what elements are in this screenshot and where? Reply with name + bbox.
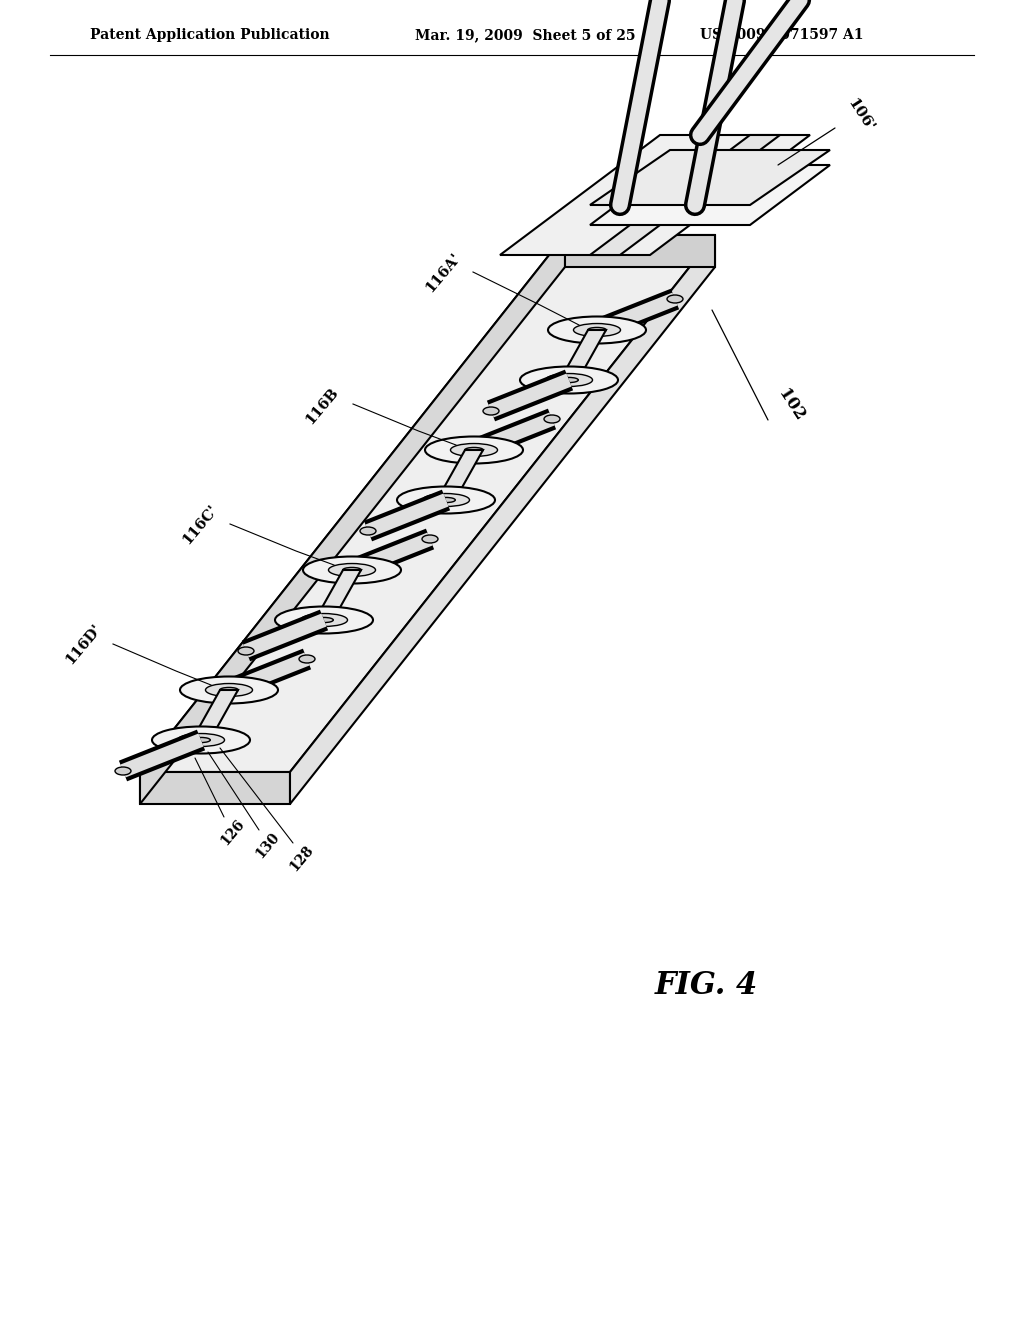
Ellipse shape (180, 676, 278, 704)
Text: 116A': 116A' (423, 249, 463, 294)
Ellipse shape (329, 564, 376, 577)
Ellipse shape (343, 568, 361, 573)
Ellipse shape (314, 618, 333, 623)
Ellipse shape (300, 614, 347, 627)
Polygon shape (437, 450, 483, 500)
Ellipse shape (115, 767, 131, 775)
Ellipse shape (425, 437, 523, 463)
Text: 126: 126 (218, 816, 248, 847)
Polygon shape (500, 135, 810, 255)
Text: 116D': 116D' (62, 620, 104, 667)
Polygon shape (290, 235, 715, 804)
Text: Mar. 19, 2009  Sheet 5 of 25: Mar. 19, 2009 Sheet 5 of 25 (415, 28, 636, 42)
Ellipse shape (465, 447, 483, 453)
Ellipse shape (422, 535, 438, 543)
Text: 106': 106' (845, 96, 877, 135)
Polygon shape (140, 772, 290, 804)
Ellipse shape (238, 647, 254, 655)
Ellipse shape (546, 374, 593, 387)
Ellipse shape (436, 498, 456, 503)
Text: 102: 102 (775, 385, 808, 424)
Polygon shape (140, 235, 565, 804)
Text: US 2009/0071597 A1: US 2009/0071597 A1 (700, 28, 863, 42)
Ellipse shape (206, 684, 253, 697)
Ellipse shape (588, 327, 606, 333)
Ellipse shape (667, 294, 683, 304)
Ellipse shape (303, 557, 401, 583)
Ellipse shape (548, 317, 646, 343)
Text: 130: 130 (253, 829, 283, 861)
Ellipse shape (191, 738, 210, 743)
Ellipse shape (560, 378, 579, 383)
Polygon shape (565, 235, 715, 267)
Ellipse shape (573, 323, 621, 337)
Polygon shape (193, 690, 238, 741)
Text: 116C': 116C' (179, 502, 220, 546)
Ellipse shape (152, 726, 250, 754)
Ellipse shape (451, 444, 498, 457)
Ellipse shape (544, 414, 560, 422)
Text: FIG. 4: FIG. 4 (655, 969, 758, 1001)
Ellipse shape (220, 688, 239, 693)
Ellipse shape (360, 527, 376, 535)
Polygon shape (590, 150, 830, 205)
Text: Patent Application Publication: Patent Application Publication (90, 28, 330, 42)
Ellipse shape (177, 734, 224, 747)
Polygon shape (315, 570, 361, 620)
Ellipse shape (275, 606, 373, 634)
Polygon shape (590, 165, 830, 224)
Polygon shape (140, 235, 715, 772)
Ellipse shape (520, 367, 618, 393)
Ellipse shape (299, 655, 315, 663)
Polygon shape (590, 135, 780, 255)
Ellipse shape (397, 487, 495, 513)
Ellipse shape (483, 407, 499, 414)
Ellipse shape (423, 494, 470, 507)
Text: 116B: 116B (303, 384, 341, 426)
Text: 128: 128 (287, 842, 316, 874)
Polygon shape (560, 330, 606, 380)
